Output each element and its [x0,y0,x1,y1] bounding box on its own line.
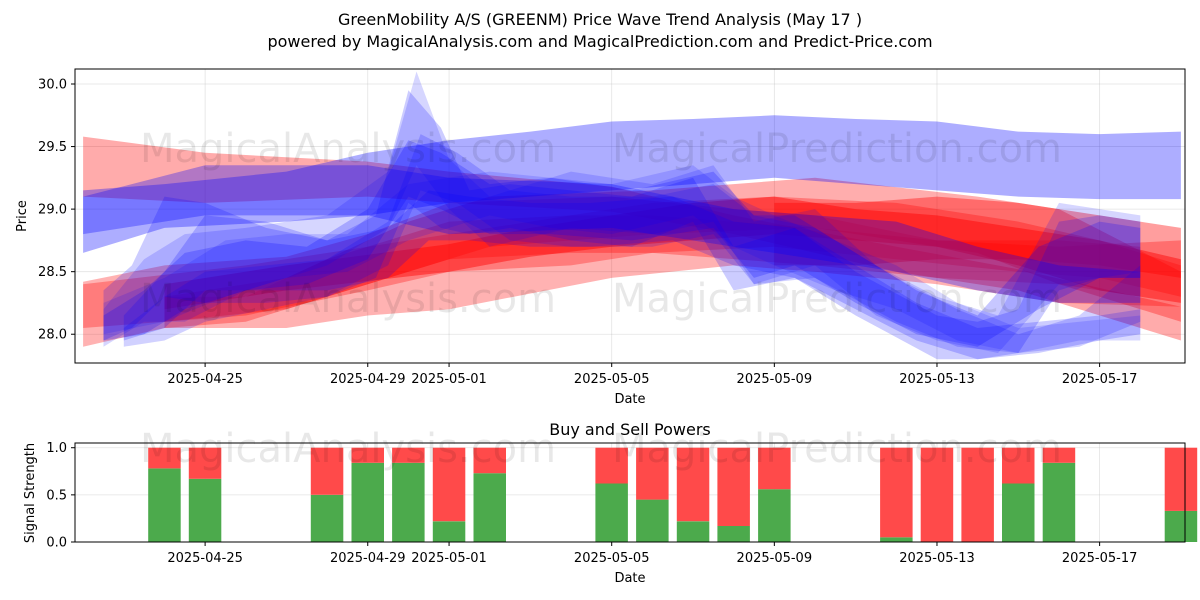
price-x-tick-label: 2025-05-13 [899,372,975,387]
watermark-right-top: MagicalPrediction.com [612,126,1062,172]
watermark-left-top: MagicalAnalysis.com [140,126,556,172]
signal-x-label: Date [614,571,645,586]
sell-bar [961,447,994,542]
red-band-2 [83,196,1181,347]
sell-bar [310,447,344,495]
price-wave-bands [83,71,1181,360]
blue-wave-4 [123,134,1141,353]
price-y-tick-label: 29.0 [38,203,67,218]
price-y-tick-label: 28.0 [38,328,67,343]
watermark-left-signal: MagicalAnalysis.com [140,426,556,472]
red-band-5 [164,177,1181,322]
buy-bar [1164,510,1198,542]
buy-bar [880,537,913,542]
buy-bar [636,499,669,542]
price-ticks: 2025-04-25 2025-04-29 2025-05-01 2025-05-05… [38,78,1137,387]
buy-bar [148,468,181,542]
price-y-label: Price [15,200,30,232]
signal-bars [148,447,1198,542]
price-x-label: Date [614,392,645,407]
price-x-tick-label: 2025-05-05 [574,372,650,387]
price-x-tick-label: 2025-05-01 [411,372,487,387]
chart-subtitle: powered by MagicalAnalysis.com and Magic… [267,32,932,51]
signal-x-tick-label: 2025-04-29 [330,551,406,566]
signal-x-tick-label: 2025-04-25 [167,551,243,566]
red-band-6 [164,215,1141,328]
blue-band-2 [83,165,1141,303]
signal-title: Buy and Sell Powers [549,420,711,439]
sell-bar [758,447,791,490]
signal-x-tick-label: 2025-05-13 [899,551,975,566]
signal-y-label: Signal Strength [23,443,38,543]
signal-y-tick-label: 0.0 [46,536,67,551]
price-y-tick-label: 29.5 [38,140,67,155]
sell-bar [636,447,669,500]
blue-wave-3 [103,140,1141,347]
red-band-3 [83,196,1181,328]
buy-bar [758,489,791,542]
buy-bar [1042,462,1076,542]
price-x-tick-label: 2025-05-09 [737,372,813,387]
buy-bar [310,494,344,542]
signal-y-tick-label: 0.5 [46,488,67,503]
watermark-right-bottom: MagicalPrediction.com [612,276,1062,322]
price-bands-clipped [83,71,1181,360]
price-y-tick-label: 28.5 [38,265,67,280]
signal-panel: Buy and Sell Powers MagicalAnalysis.com … [23,420,1198,586]
signal-x-tick-label: 2025-05-17 [1062,551,1138,566]
signal-x-tick-label: 2025-05-09 [737,551,813,566]
red-band-4 [164,196,1181,310]
signal-x-tick-label: 2025-05-01 [411,551,487,566]
buy-bar [473,473,506,542]
sell-bar [1042,447,1076,463]
price-x-tick-label: 2025-04-25 [167,372,243,387]
blue-wave-2 [103,71,1141,353]
sell-bar [148,447,181,469]
sell-bar [1164,447,1198,511]
sell-bar [188,447,222,479]
blue-wave-5 [103,165,1141,353]
chart-title: GreenMobility A/S (GREENM) Price Wave Tr… [338,10,862,29]
signal-ticks: 2025-04-25 2025-04-29 2025-05-01 2025-05-05… [46,441,1137,566]
sell-bar [920,447,954,542]
watermark-left-bottom: MagicalAnalysis.com [140,276,556,322]
signal-axes-frame [74,442,1186,543]
buy-bar [595,483,628,542]
sell-bar [595,447,628,484]
price-axes-frame [74,68,1186,364]
watermark-right-signal: MagicalPrediction.com [612,426,1062,472]
red-band-7 [774,196,1181,278]
buy-bar [432,521,466,542]
sell-bar [351,447,384,463]
sell-bar [473,447,506,474]
price-grid [75,69,1185,363]
sell-bar [880,447,913,538]
buy-bar [188,478,222,542]
blue-wave-1 [103,90,1141,360]
buy-bar [1002,483,1035,542]
sell-bar [1002,447,1035,484]
price-x-tick-label: 2025-05-17 [1062,372,1138,387]
red-band-1 [83,136,1181,341]
sell-bar [392,447,425,463]
signal-x-tick-label: 2025-05-05 [574,551,650,566]
price-panel: MagicalAnalysis.com MagicalPrediction.co… [15,68,1186,407]
buy-bar [392,462,425,542]
price-x-tick-label: 2025-04-29 [330,372,406,387]
buy-bar [717,526,750,542]
blue-band-1 [83,115,1181,253]
buy-bar [351,462,384,542]
buy-bar [676,521,710,542]
signal-y-tick-label: 1.0 [46,441,67,456]
sell-bar [432,447,466,522]
sell-bar [717,447,750,526]
price-y-tick-label: 30.0 [38,78,67,93]
sell-bar [676,447,710,522]
blue-wave-6 [123,190,1141,360]
